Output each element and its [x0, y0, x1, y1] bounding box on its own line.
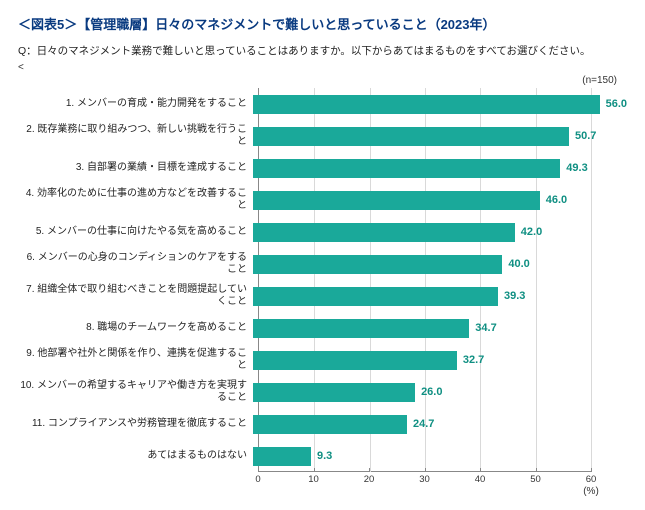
bar-wrap: 40.0 [253, 248, 627, 280]
sample-size-note: (n=150) [18, 75, 627, 86]
bar-row: 9. 他部署や社外と関係を作り、連携を促進すること 32.7 [19, 344, 627, 376]
bar-row: 8. 職場のチームワークを高めること 34.7 [19, 312, 627, 344]
bar-label: 1. メンバーの育成・能力開発をすること [19, 98, 253, 110]
bar-wrap: 56.0 [253, 88, 627, 120]
x-tick-label: 60 [586, 474, 597, 485]
bar-row: 6. メンバーの心身のコンディションのケアをすること 40.0 [19, 248, 627, 280]
bar-label: 10. メンバーの希望するキャリアや働き方を実現すること [19, 380, 253, 404]
bar-value: 39.3 [504, 290, 525, 302]
bar [253, 127, 569, 146]
bar-label: 9. 他部署や社外と関係を作り、連携を促進すること [19, 348, 253, 372]
bar-value: 56.0 [606, 98, 627, 110]
bar [253, 191, 540, 210]
bar-value: 46.0 [546, 194, 567, 206]
x-tick-label: 20 [364, 474, 375, 485]
bar-row: 11. コンプライアンスや労務管理を徹底すること 24.7 [19, 408, 627, 440]
bar-value: 9.3 [317, 450, 332, 462]
x-tick-label: 40 [475, 474, 486, 485]
bar-label: 4. 効率化のために仕事の進め方などを改善すること [19, 188, 253, 212]
bar-row: 4. 効率化のために仕事の進め方などを改善すること 46.0 [19, 184, 627, 216]
bar-value: 32.7 [463, 354, 484, 366]
bar-row: 10. メンバーの希望するキャリアや働き方を実現すること 26.0 [19, 376, 627, 408]
bar [253, 95, 600, 114]
bar-row: 5. メンバーの仕事に向けたやる気を高めること 42.0 [19, 216, 627, 248]
bar-row: 7. 組織全体で取り組むべきことを問題提起していくこと 39.3 [19, 280, 627, 312]
bar-label: 3. 自部署の業績・目標を達成すること [19, 162, 253, 174]
tick-mark [536, 468, 537, 472]
bar-value: 24.7 [413, 418, 434, 430]
bar [253, 383, 415, 402]
x-axis-ticks: 0102030405060 [258, 472, 591, 486]
bar-wrap: 26.0 [253, 376, 627, 408]
bar-wrap: 32.7 [253, 344, 627, 376]
bar-label: 11. コンプライアンスや労務管理を徹底すること [19, 418, 253, 430]
bar-label: 7. 組織全体で取り組むべきことを問題提起していくこと [19, 284, 253, 308]
x-tick-label: 10 [308, 474, 319, 485]
bar-row: 3. 自部署の業績・目標を達成すること 49.3 [19, 152, 627, 184]
bar [253, 223, 515, 242]
bar-value: 42.0 [521, 226, 542, 238]
plot-area: 1. メンバーの育成・能力開発をすること56.02. 既存業務に取り組みつつ、新… [258, 88, 591, 472]
bar-label: 5. メンバーの仕事に向けたやる気を高めること [19, 226, 253, 238]
bar [253, 319, 469, 338]
bar-wrap: 9.3 [253, 440, 627, 472]
bar [253, 415, 407, 434]
bar-chart: 1. メンバーの育成・能力開発をすること 56.0 2. 既存業務に取り組みつつ、新… [18, 88, 627, 500]
bar-wrap: 46.0 [253, 184, 627, 216]
x-axis-unit-row: (%) [258, 486, 591, 500]
bar-value: 34.7 [475, 322, 496, 334]
tick-mark [480, 468, 481, 472]
bar-wrap: 39.3 [253, 280, 627, 312]
bar-value: 40.0 [508, 258, 529, 270]
chart-title: ＜図表5＞【管理職層】日々のマネジメントで難しいと思っていること（2023年） [18, 14, 627, 33]
bar [253, 351, 457, 370]
bar-wrap: 50.7 [253, 120, 627, 152]
bar [253, 255, 502, 274]
bar-wrap: 42.0 [253, 216, 627, 248]
lt-symbol: < [18, 62, 627, 73]
x-tick-label: 50 [530, 474, 541, 485]
bar-value: 50.7 [575, 130, 596, 142]
bar-value: 26.0 [421, 386, 442, 398]
tick-mark [425, 468, 426, 472]
tick-mark [369, 468, 370, 472]
bar [253, 159, 560, 178]
tick-mark [258, 468, 259, 472]
bar [253, 447, 311, 466]
bar-wrap: 24.7 [253, 408, 627, 440]
x-tick-label: 0 [255, 474, 260, 485]
bar-wrap: 49.3 [253, 152, 627, 184]
bar-label: あてはまるものはない [19, 450, 253, 462]
bar-row: 1. メンバーの育成・能力開発をすること 56.0 [19, 88, 627, 120]
x-axis-unit-label: (%) [583, 486, 599, 497]
bar-label: 2. 既存業務に取り組みつつ、新しい挑戦を行うこと [19, 124, 253, 148]
tick-mark [314, 468, 315, 472]
bar-row: 2. 既存業務に取り組みつつ、新しい挑戦を行うこと 50.7 [19, 120, 627, 152]
survey-question: Q：日々のマネジメント業務で難しいと思っていることはありますか。以下からあてはま… [18, 43, 627, 58]
tick-mark [591, 468, 592, 472]
bar-wrap: 34.7 [253, 312, 627, 344]
bar [253, 287, 498, 306]
bar-label: 6. メンバーの心身のコンディションのケアをすること [19, 252, 253, 276]
x-tick-label: 30 [419, 474, 430, 485]
bar-label: 8. 職場のチームワークを高めること [19, 322, 253, 334]
bar-value: 49.3 [566, 162, 587, 174]
